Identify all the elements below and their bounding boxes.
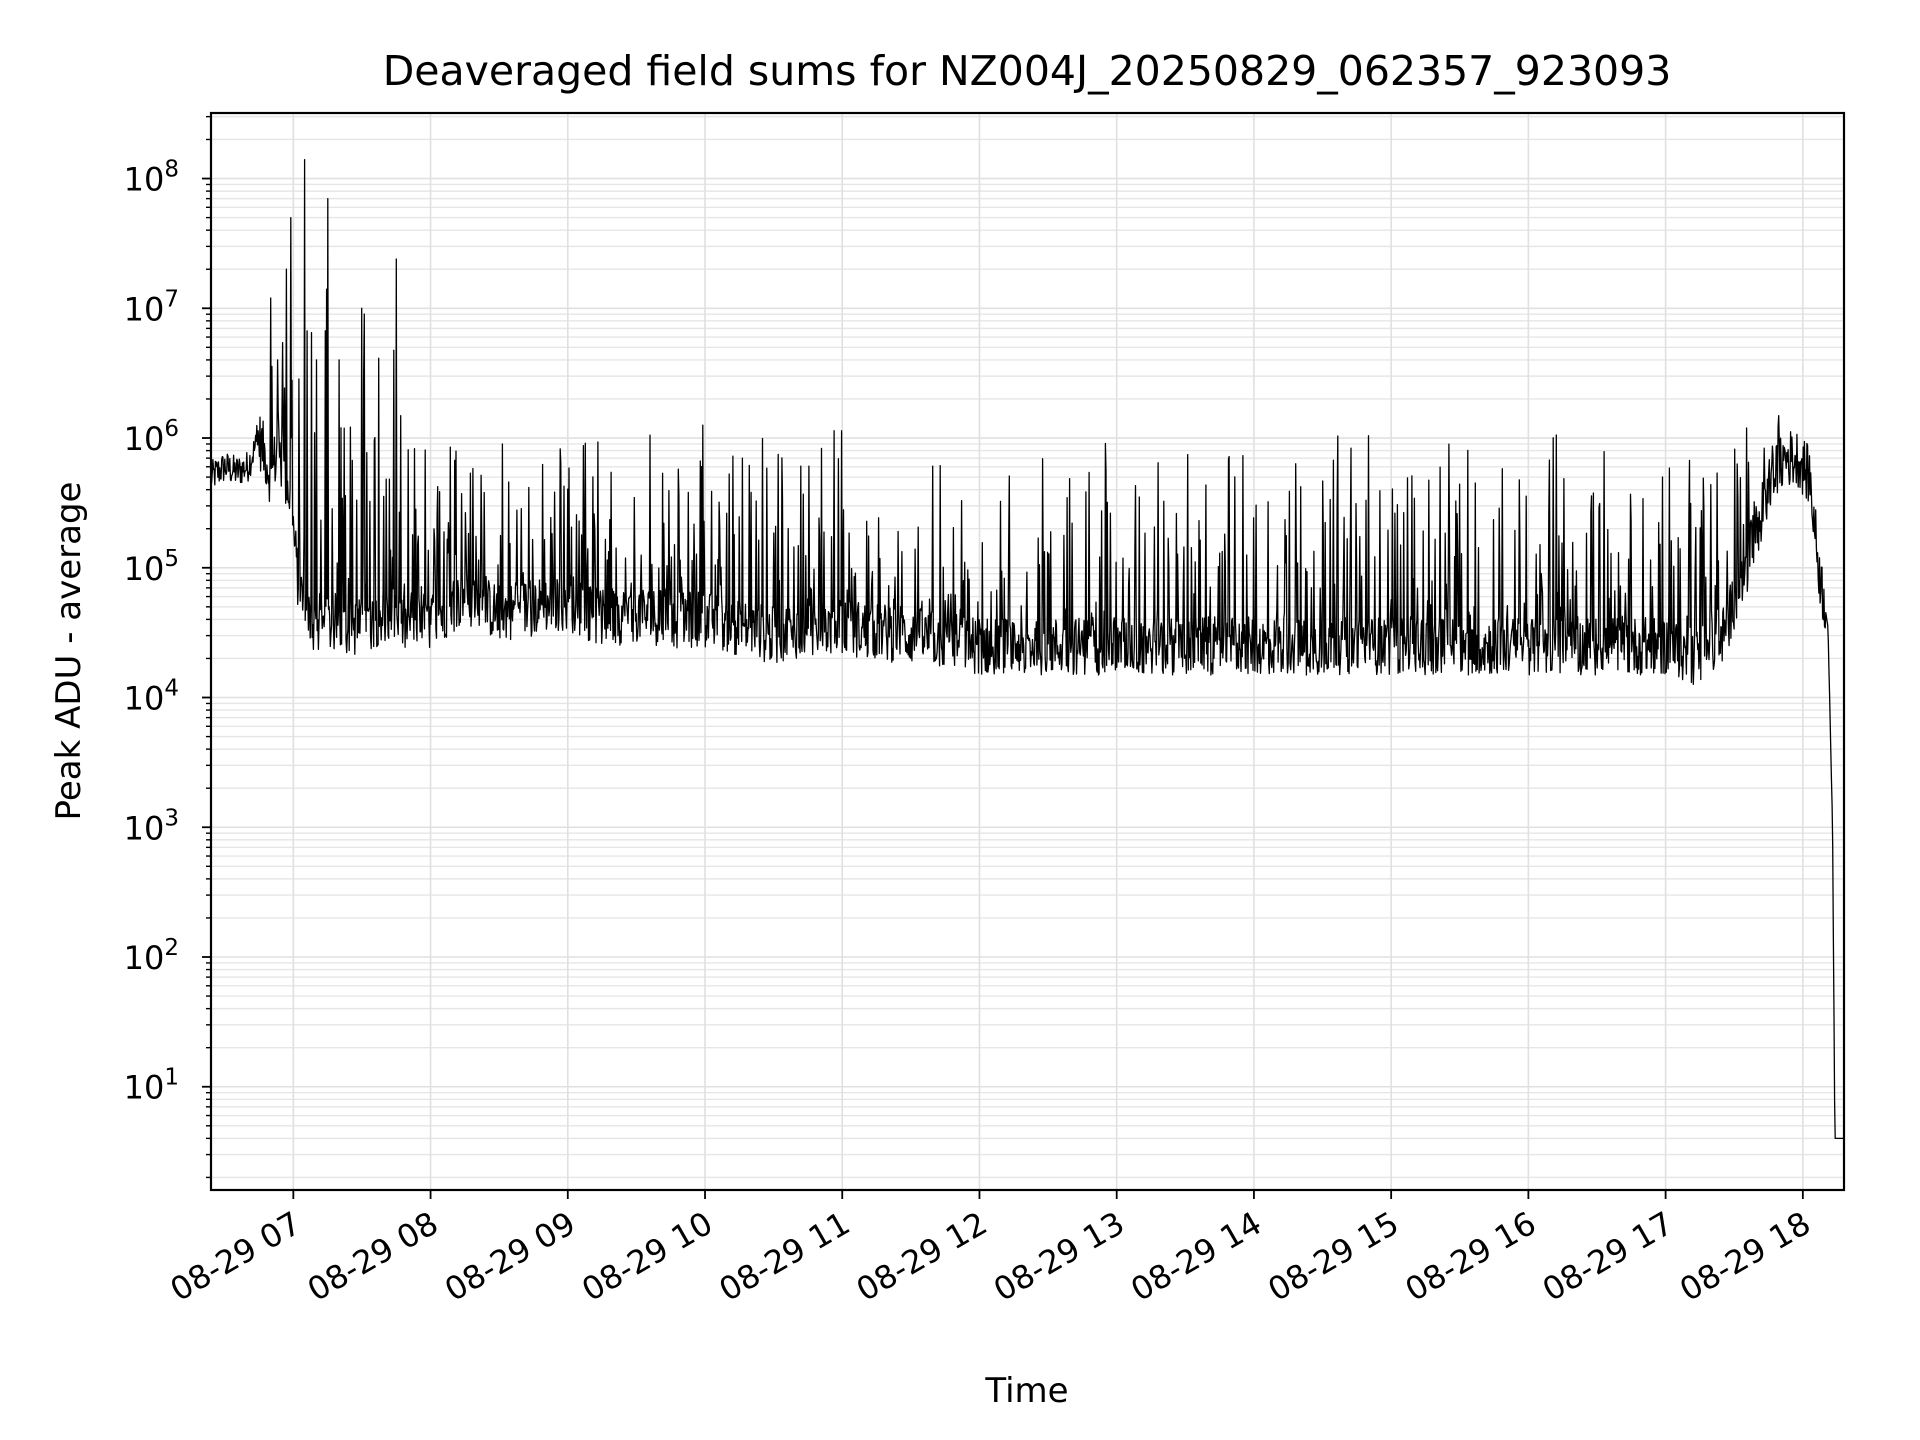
series-line bbox=[210, 158, 1845, 1140]
data-layer bbox=[210, 158, 1845, 1140]
y-tick-label: 107 bbox=[124, 286, 179, 328]
y-tick-label: 106 bbox=[124, 416, 179, 458]
y-tick-label: 102 bbox=[124, 935, 179, 977]
y-tick-label: 108 bbox=[124, 157, 179, 199]
x-axis-label: Time bbox=[984, 1371, 1068, 1411]
y-axis: 101 102 103 104 105 106 107 108 bbox=[124, 115, 211, 1179]
y-tick-label: 103 bbox=[124, 805, 179, 847]
y-tick-label: 101 bbox=[124, 1065, 179, 1107]
chart-title: Deaveraged field sums for NZ004J_2025082… bbox=[383, 47, 1672, 95]
plot-area-frame bbox=[209, 111, 1846, 1192]
y-axis-label: Peak ADU - average bbox=[49, 482, 89, 821]
y-tick-label: 104 bbox=[124, 676, 179, 718]
y-tick-label: 105 bbox=[124, 546, 179, 588]
